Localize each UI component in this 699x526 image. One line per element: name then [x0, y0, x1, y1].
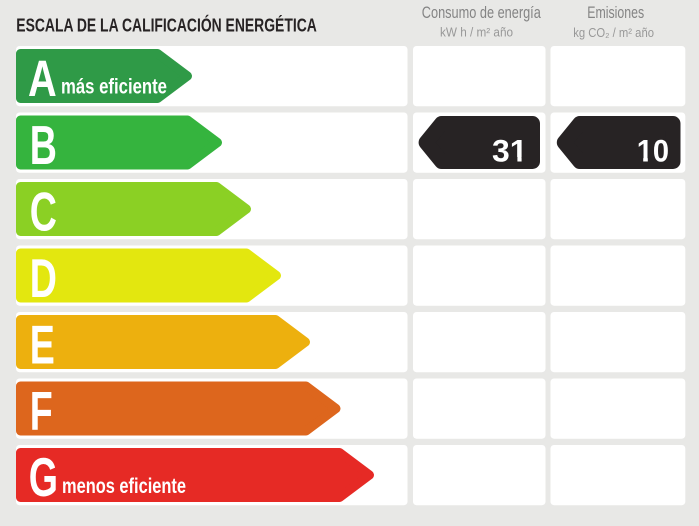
svg-text:10: 10	[637, 133, 669, 169]
svg-text:kW h / m² año: kW h / m² año	[440, 24, 513, 39]
svg-text:Emisiones: Emisiones	[587, 4, 644, 22]
svg-text:G: G	[29, 447, 58, 508]
svg-text:D: D	[30, 248, 57, 309]
svg-text:E: E	[30, 315, 55, 376]
svg-text:más eficiente: más eficiente	[61, 76, 167, 99]
svg-text:ESCALA DE LA CALIFICACIÓN ENER: ESCALA DE LA CALIFICACIÓN ENERGÉTICA	[16, 14, 317, 35]
svg-text:kg CO₂ / m² año: kg CO₂ / m² año	[573, 25, 654, 40]
svg-text:B: B	[30, 115, 57, 176]
svg-text:F: F	[30, 381, 53, 442]
svg-text:C: C	[30, 182, 57, 243]
svg-text:A: A	[28, 50, 57, 107]
svg-text:31: 31	[492, 133, 528, 169]
svg-text:menos eficiente: menos eficiente	[62, 475, 186, 498]
svg-text:Consumo de energía: Consumo de energía	[422, 4, 542, 22]
